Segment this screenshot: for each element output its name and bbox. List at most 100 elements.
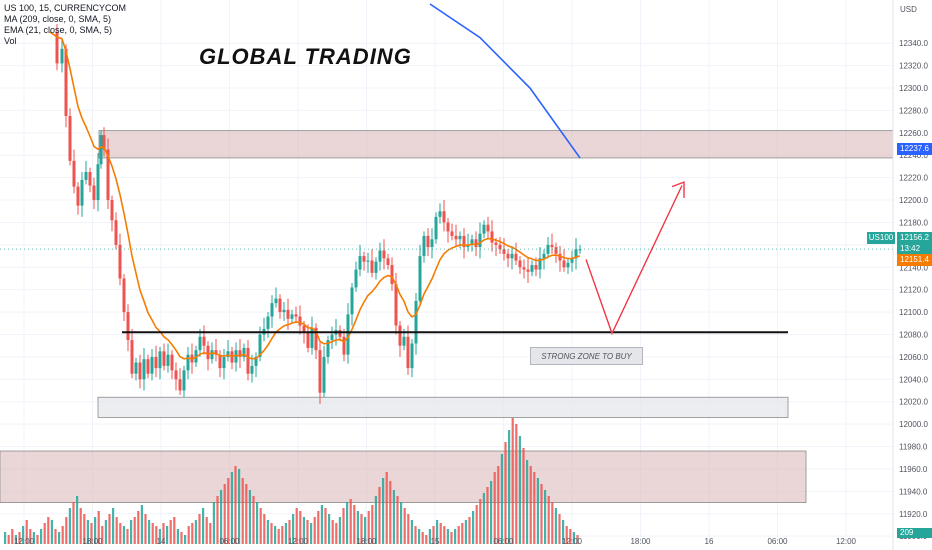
volume-bar: [529, 466, 532, 544]
candle-body: [490, 231, 494, 243]
candle-body: [522, 267, 526, 270]
candle-body: [374, 261, 378, 273]
volume-bar: [364, 517, 367, 544]
volume-bar: [90, 523, 93, 544]
volume-bar: [360, 514, 363, 544]
volume-tag: 209: [897, 528, 932, 538]
volume-bar: [295, 508, 298, 544]
volume-bar: [346, 502, 349, 544]
price-tick-label: 12140.0: [899, 263, 928, 272]
legend-ma: MA (209, close, 0, SMA, 5): [4, 14, 112, 24]
volume-bar: [436, 520, 439, 544]
volume-bar: [317, 511, 320, 544]
candle-body: [458, 235, 462, 240]
candle-body: [526, 269, 530, 272]
volume-bar: [403, 508, 406, 544]
volume-bar: [119, 523, 122, 544]
candle-body: [266, 316, 270, 329]
volume-bar: [338, 517, 341, 544]
candle-body: [234, 350, 238, 363]
volume-bar: [328, 514, 331, 544]
volume-bar: [533, 472, 536, 544]
price-tick-label: 12060.0: [899, 353, 928, 362]
volume-bar: [396, 496, 399, 544]
volume-bar: [36, 535, 39, 544]
volume-bar: [29, 529, 32, 544]
candle-body: [502, 249, 506, 254]
volume-bar: [432, 526, 435, 544]
volume-bar: [551, 502, 554, 544]
volume-bar: [216, 496, 219, 544]
candle-body: [366, 260, 370, 262]
candle-body: [138, 362, 142, 380]
volume-bar: [194, 520, 197, 544]
volume-bar: [162, 523, 165, 544]
time-tick-label: 06:00: [219, 537, 240, 546]
volume-bar: [457, 526, 460, 544]
volume-bar: [497, 466, 500, 544]
candle-body: [466, 244, 470, 248]
candle-body: [142, 359, 146, 380]
volume-bar: [198, 514, 201, 544]
volume-bar: [569, 529, 572, 544]
volume-bar: [479, 499, 482, 544]
candle-body: [286, 309, 290, 319]
price-tick-label: 12020.0: [899, 398, 928, 407]
price-tick-label: 12100.0: [899, 308, 928, 317]
volume-bar: [511, 418, 514, 544]
candle-body: [166, 354, 170, 366]
volume-bar: [367, 511, 370, 544]
candle-body: [570, 258, 574, 263]
volume-bar: [385, 472, 388, 544]
volume-bar: [464, 520, 467, 544]
volume-bar: [151, 523, 154, 544]
candle-body: [222, 356, 226, 369]
candle-body: [566, 262, 570, 268]
price-tick-label: 12320.0: [899, 62, 928, 71]
volume-bar: [176, 529, 179, 544]
volume-bar: [400, 502, 403, 544]
countdown-tag: 13:42: [897, 243, 932, 255]
volume-bar: [61, 526, 64, 544]
volume-bar: [515, 424, 518, 544]
volume-bar: [558, 514, 561, 544]
volume-bar: [292, 514, 295, 544]
time-tick-label: 06:00: [767, 537, 788, 546]
candle-body: [306, 332, 310, 348]
volume-bar: [306, 520, 309, 544]
candle-body: [134, 362, 138, 374]
candle-body: [158, 351, 162, 369]
volume-bar: [115, 517, 118, 544]
volume-bar: [259, 508, 262, 544]
candle-body: [80, 179, 84, 206]
candle-body: [182, 370, 186, 391]
time-tick-label: 14: [157, 537, 166, 546]
candle-body: [130, 340, 134, 374]
candle-body: [450, 231, 454, 236]
candle-body: [310, 327, 314, 348]
volume-bar: [410, 520, 413, 544]
candle-body: [198, 336, 202, 351]
volume-bar: [144, 514, 147, 544]
volume-bar: [212, 502, 215, 544]
candle-body: [290, 314, 294, 319]
candle-body: [106, 149, 110, 201]
price-axis-bg: [893, 0, 932, 550]
volume-bar: [284, 523, 287, 544]
volume-bar: [79, 508, 82, 544]
volume-bar: [299, 511, 302, 544]
volume-bar: [486, 487, 489, 544]
candle-body: [274, 298, 278, 304]
candle-body: [72, 160, 76, 187]
time-tick-label: 18:00: [82, 537, 103, 546]
volume-bar: [50, 520, 53, 544]
candle-body: [358, 256, 362, 270]
candle-body: [96, 164, 100, 201]
price-tick-label: 11920.0: [899, 510, 928, 519]
candle-body: [322, 356, 326, 393]
price-tick-label: 12040.0: [899, 375, 928, 384]
volume-bar: [522, 448, 525, 544]
candle-body: [430, 239, 434, 248]
volume-bar: [166, 526, 169, 544]
